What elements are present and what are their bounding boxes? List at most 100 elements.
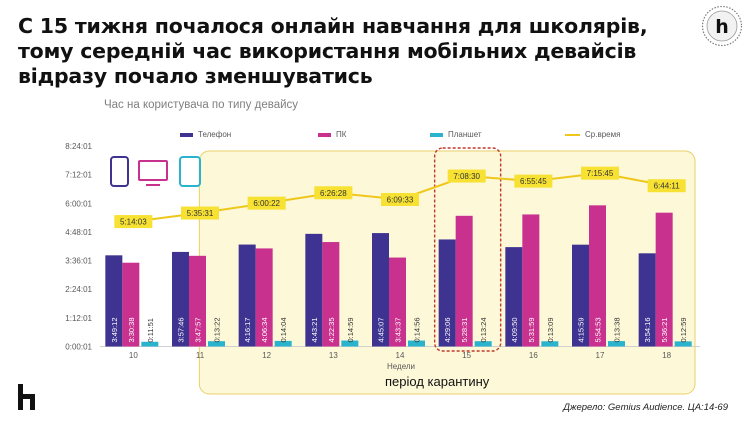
avg-label-bg bbox=[647, 179, 686, 193]
brand-badge: h bbox=[701, 5, 743, 47]
bar-value-label: 3:47:57 bbox=[194, 317, 203, 342]
legend-line-avg bbox=[565, 133, 580, 136]
bar-phone bbox=[505, 247, 523, 347]
bar-value-label: 0:13:24 bbox=[479, 317, 488, 342]
bar-value-label: 4:45:07 bbox=[377, 317, 386, 342]
x-tick-label: 15 bbox=[462, 351, 471, 360]
bar-value-label: 4:06:34 bbox=[260, 317, 269, 342]
avg-label-bg bbox=[514, 174, 553, 188]
bar-value-label: 0:13:09 bbox=[546, 317, 555, 342]
bar-value-label: 3:30:38 bbox=[127, 317, 136, 342]
bar-pc bbox=[455, 215, 473, 347]
legend-swatch-pc bbox=[318, 132, 331, 137]
bar-phone bbox=[372, 233, 389, 347]
legend-label-pc: ПК bbox=[336, 130, 347, 139]
badge-letter: h bbox=[715, 16, 729, 38]
bar-value-label: 4:43:21 bbox=[310, 317, 319, 342]
x-tick-label: 11 bbox=[196, 351, 205, 360]
desktop-stand-icon bbox=[146, 184, 160, 186]
x-tick-label: 10 bbox=[129, 351, 138, 360]
headline: С 15 тижня почалося онлайн навчання для … bbox=[18, 14, 648, 88]
bar-tablet bbox=[474, 341, 492, 347]
x-tick-label: 12 bbox=[262, 351, 271, 360]
bar-tablet bbox=[141, 341, 159, 347]
bar-pc bbox=[255, 248, 273, 347]
bar-pc bbox=[389, 257, 406, 347]
bar-value-label: 5:54:53 bbox=[594, 317, 603, 342]
bar-tablet bbox=[541, 341, 559, 347]
y-tick-label: 3:36:01 bbox=[65, 257, 92, 266]
phone-icon bbox=[110, 156, 129, 187]
bar-value-label: 4:16:17 bbox=[243, 317, 252, 342]
x-tick-label: 14 bbox=[396, 351, 405, 360]
bar-phone bbox=[638, 253, 656, 347]
bar-value-label: 4:09:50 bbox=[510, 317, 519, 342]
bar-tablet bbox=[341, 340, 359, 347]
bar-phone bbox=[105, 255, 123, 347]
bar-value-label: 0:13:22 bbox=[213, 317, 222, 342]
bar-phone bbox=[172, 251, 189, 347]
highlight-box bbox=[433, 147, 502, 352]
bar-tablet bbox=[608, 341, 625, 347]
legend-label-avg: Ср.время bbox=[585, 130, 621, 139]
bar-value-label: 4:22:35 bbox=[327, 317, 336, 342]
x-tick-label: 13 bbox=[329, 351, 338, 360]
bar-pc bbox=[589, 205, 606, 347]
bar-value-label: 4:15:59 bbox=[577, 317, 586, 342]
bar-value-label: 3:43:37 bbox=[394, 317, 403, 342]
avg-point-label: 6:09:33 bbox=[387, 195, 414, 204]
device-icons bbox=[110, 156, 201, 187]
bar-tablet bbox=[408, 340, 425, 347]
avg-label-bg bbox=[581, 166, 619, 180]
bar-pc bbox=[189, 255, 206, 347]
legend-item-phone: Телефон bbox=[180, 130, 231, 139]
legend-item-avg: Ср.время bbox=[565, 130, 620, 139]
legend-swatch-tablet bbox=[430, 132, 443, 137]
avg-label-bg bbox=[447, 169, 486, 183]
y-tick-label: 2:24:01 bbox=[65, 285, 92, 294]
bar-phone bbox=[438, 239, 456, 347]
chart-legend: Телефон ПК Планшет Ср.время bbox=[180, 130, 700, 144]
x-tick-label: 17 bbox=[596, 351, 605, 360]
bar-phone bbox=[572, 244, 589, 347]
bar-value-label: 0:12:59 bbox=[679, 317, 688, 342]
bar-value-label: 0:14:56 bbox=[413, 317, 422, 342]
bar-value-label: 5:36:21 bbox=[660, 317, 669, 342]
y-tick-label: 1:12:01 bbox=[65, 314, 92, 323]
bar-phone bbox=[238, 244, 256, 347]
legend-swatch-phone bbox=[180, 132, 193, 137]
avg-point-label: 6:26:28 bbox=[320, 189, 347, 198]
avg-label-bg bbox=[381, 192, 419, 206]
bar-tablet bbox=[674, 341, 692, 347]
desktop-icon bbox=[138, 160, 168, 181]
y-tick-label: 6:00:01 bbox=[65, 199, 92, 208]
x-axis-title: Недели bbox=[387, 362, 415, 371]
bar-phone bbox=[305, 233, 323, 347]
avg-point-label: 5:35:31 bbox=[187, 209, 214, 218]
legend-label-phone: Телефон bbox=[198, 130, 232, 139]
bar-pc bbox=[655, 212, 673, 347]
bar-tablet bbox=[208, 341, 225, 347]
legend-item-tablet: Планшет bbox=[430, 130, 482, 139]
bar-value-label: 0:13:38 bbox=[613, 317, 622, 342]
bar-value-label: 3:57:46 bbox=[177, 317, 186, 342]
avg-label-bg bbox=[114, 215, 153, 229]
avg-point-label: 6:44:11 bbox=[654, 182, 681, 191]
bar-value-label: 0:11:51 bbox=[146, 318, 155, 342]
bar-value-label: 0:14:04 bbox=[279, 317, 288, 342]
avg-point-label: 6:00:22 bbox=[253, 199, 280, 208]
y-tick-label: 8:24:01 bbox=[65, 142, 92, 151]
x-tick-label: 18 bbox=[662, 351, 671, 360]
avg-label-bg bbox=[314, 186, 353, 200]
chart-title: Час на користувача по типу девайсу bbox=[104, 99, 299, 111]
x-tick-label: 16 bbox=[529, 351, 538, 360]
avg-point-label: 5:14:03 bbox=[120, 218, 147, 227]
bar-pc bbox=[522, 214, 540, 347]
bar-pc bbox=[322, 242, 340, 347]
quarantine-label: період карантину bbox=[385, 374, 490, 389]
bar-value-label: 3:49:12 bbox=[110, 317, 119, 342]
bar-pc bbox=[122, 262, 140, 347]
corner-logo-icon bbox=[18, 384, 35, 410]
bar-value-label: 5:31:59 bbox=[527, 317, 536, 342]
